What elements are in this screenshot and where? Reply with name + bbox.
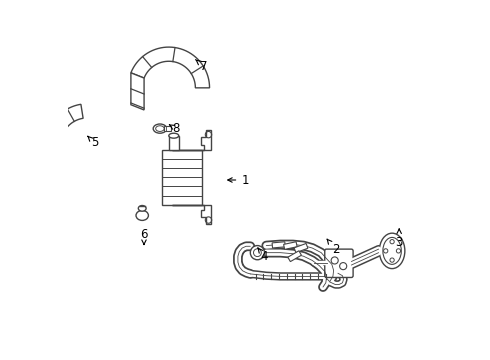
- Ellipse shape: [136, 211, 148, 220]
- Text: 7: 7: [196, 60, 208, 73]
- Polygon shape: [294, 243, 308, 253]
- Ellipse shape: [153, 124, 167, 133]
- Text: 4: 4: [258, 248, 268, 263]
- Ellipse shape: [169, 133, 179, 138]
- Polygon shape: [47, 104, 83, 157]
- Text: 1: 1: [228, 174, 249, 186]
- Polygon shape: [172, 130, 211, 150]
- Polygon shape: [131, 73, 144, 110]
- Bar: [164, 126, 171, 131]
- Circle shape: [396, 249, 401, 253]
- Text: 5: 5: [88, 136, 98, 149]
- Circle shape: [390, 258, 394, 262]
- Text: 8: 8: [170, 122, 179, 135]
- Text: 2: 2: [327, 239, 339, 256]
- Text: 3: 3: [395, 229, 403, 248]
- Circle shape: [384, 249, 388, 253]
- Polygon shape: [288, 251, 301, 262]
- Polygon shape: [131, 47, 210, 88]
- Ellipse shape: [138, 206, 146, 211]
- Bar: [169, 136, 179, 150]
- Polygon shape: [284, 242, 297, 249]
- Text: 6: 6: [140, 229, 147, 244]
- Circle shape: [390, 239, 394, 244]
- FancyBboxPatch shape: [325, 249, 353, 278]
- Ellipse shape: [379, 233, 405, 269]
- Polygon shape: [172, 205, 211, 224]
- Circle shape: [250, 246, 265, 260]
- Bar: [162, 150, 202, 205]
- Polygon shape: [272, 242, 285, 248]
